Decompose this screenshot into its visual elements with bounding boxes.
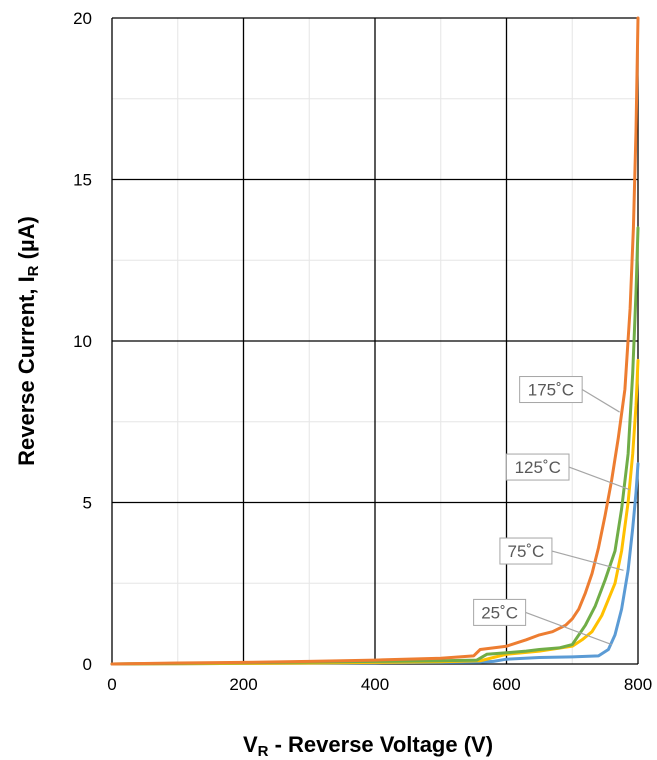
callout-label: 125˚C — [515, 458, 561, 477]
callout-leader-line — [551, 550, 624, 571]
callout-leader-line — [568, 466, 630, 491]
callout-leader-line — [525, 611, 612, 646]
callout-box — [473, 598, 527, 626]
x-tick-label: 200 — [229, 675, 257, 694]
y-axis-title-rest: (µA) — [14, 216, 39, 265]
tick-labels: 0 200 400 600 800 0 5 10 15 20 — [73, 9, 652, 694]
series-line — [110, 16, 640, 666]
callout-label: 175˚C — [528, 381, 574, 400]
y-tick-label: 10 — [73, 332, 92, 351]
x-tick-label: 800 — [624, 675, 652, 694]
major-gridlines — [111, 17, 639, 665]
x-tick-label: 0 — [107, 675, 116, 694]
x-axis-title-rest: - Reverse Voltage (V) — [268, 732, 493, 757]
y-axis-title: Reverse Current, IR (µA) — [14, 216, 42, 466]
x-axis-title: VR - Reverse Voltage (V) — [243, 732, 493, 760]
y-tick-label: 0 — [83, 655, 92, 674]
callout-box — [506, 453, 570, 481]
y-axis-title-main: Reverse Current, I — [14, 276, 39, 466]
callout-label: 25˚C — [481, 603, 518, 622]
callout-box — [519, 376, 583, 404]
y-tick-label: 15 — [73, 171, 92, 190]
x-axis-title-subscript: R — [258, 743, 269, 760]
y-tick-label: 5 — [83, 494, 92, 513]
x-axis-title-main: V — [243, 732, 258, 757]
series-lines — [110, 16, 640, 666]
callout-box — [499, 537, 553, 565]
y-tick-label: 20 — [73, 9, 92, 28]
x-tick-label: 400 — [361, 675, 389, 694]
callout-leader-line — [581, 389, 620, 413]
callout-label: 75˚C — [507, 542, 544, 561]
x-tick-label: 600 — [492, 675, 520, 694]
callout-labels: 175˚C 125˚C 75˚C 25˚C — [473, 376, 630, 646]
y-axis-title-subscript: R — [25, 265, 42, 276]
